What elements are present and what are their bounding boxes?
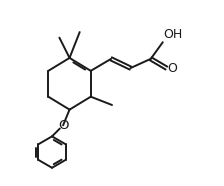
Text: O: O	[58, 119, 68, 132]
Text: OH: OH	[164, 28, 183, 41]
Text: O: O	[167, 62, 177, 75]
